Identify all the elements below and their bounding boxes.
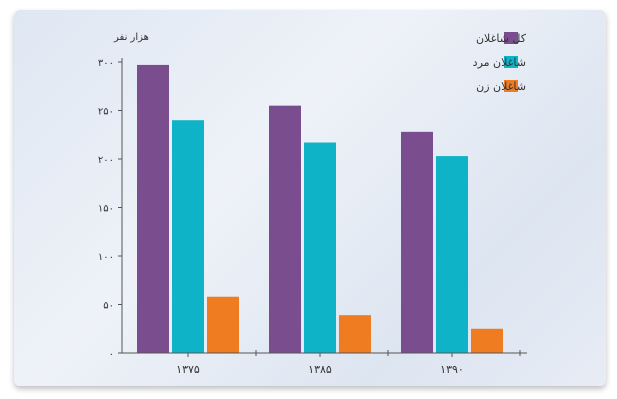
legend-swatch bbox=[504, 56, 518, 68]
y-tick-label: ۲۰۰ bbox=[98, 155, 114, 166]
legend-swatch bbox=[504, 80, 518, 92]
legend-label: شاغلان مرد bbox=[473, 56, 526, 69]
y-axis-title: هزار نفر bbox=[113, 32, 149, 43]
legend-label: شاغلان زن bbox=[476, 80, 526, 93]
bar bbox=[207, 296, 239, 353]
bar bbox=[172, 120, 204, 353]
chart-card: ۰ ۵۰ ۱۰۰ ۱۵۰ ۲۰۰ ۲۵۰ ۳۰۰ هزار نفر ۱۳۷۵ ۱۳۸۵ ۱۳۹۰ ک… bbox=[14, 10, 606, 386]
axes-group: ۰ ۵۰ ۱۰۰ ۱۵۰ ۲۰۰ ۲۵۰ ۳۰۰ هزار نفر ۱۳۷۵ ۱۳۸۵ ۱۳۹۰ bbox=[98, 32, 527, 376]
x-tick-label: ۱۳۸۵ bbox=[308, 363, 332, 376]
legend: کل شاغلان شاغلان مرد شاغلان زن bbox=[473, 32, 527, 93]
bar bbox=[269, 105, 301, 354]
y-tick-label: ۲۵۰ bbox=[98, 107, 114, 118]
bar bbox=[304, 142, 336, 353]
legend-label: کل شاغلان bbox=[476, 32, 527, 45]
x-tick-label: ۱۳۹۰ bbox=[440, 363, 464, 376]
bar bbox=[137, 64, 169, 353]
bar-chart: ۰ ۵۰ ۱۰۰ ۱۵۰ ۲۰۰ ۲۵۰ ۳۰۰ هزار نفر ۱۳۷۵ ۱۳۸۵ ۱۳۹۰ ک… bbox=[98, 32, 527, 376]
x-tick-label: ۱۳۷۵ bbox=[176, 363, 200, 376]
bar bbox=[436, 156, 468, 353]
y-tick-label: ۳۰۰ bbox=[98, 58, 114, 69]
y-tick-label: ۰ bbox=[109, 349, 114, 360]
bar bbox=[401, 131, 433, 353]
y-tick-label: ۱۰۰ bbox=[98, 252, 114, 263]
bars-group bbox=[137, 64, 503, 354]
legend-swatch bbox=[504, 32, 518, 44]
y-tick-label: ۱۵۰ bbox=[98, 204, 114, 215]
bar bbox=[471, 328, 503, 353]
y-tick-label: ۵۰ bbox=[103, 301, 114, 312]
bar bbox=[339, 315, 371, 353]
